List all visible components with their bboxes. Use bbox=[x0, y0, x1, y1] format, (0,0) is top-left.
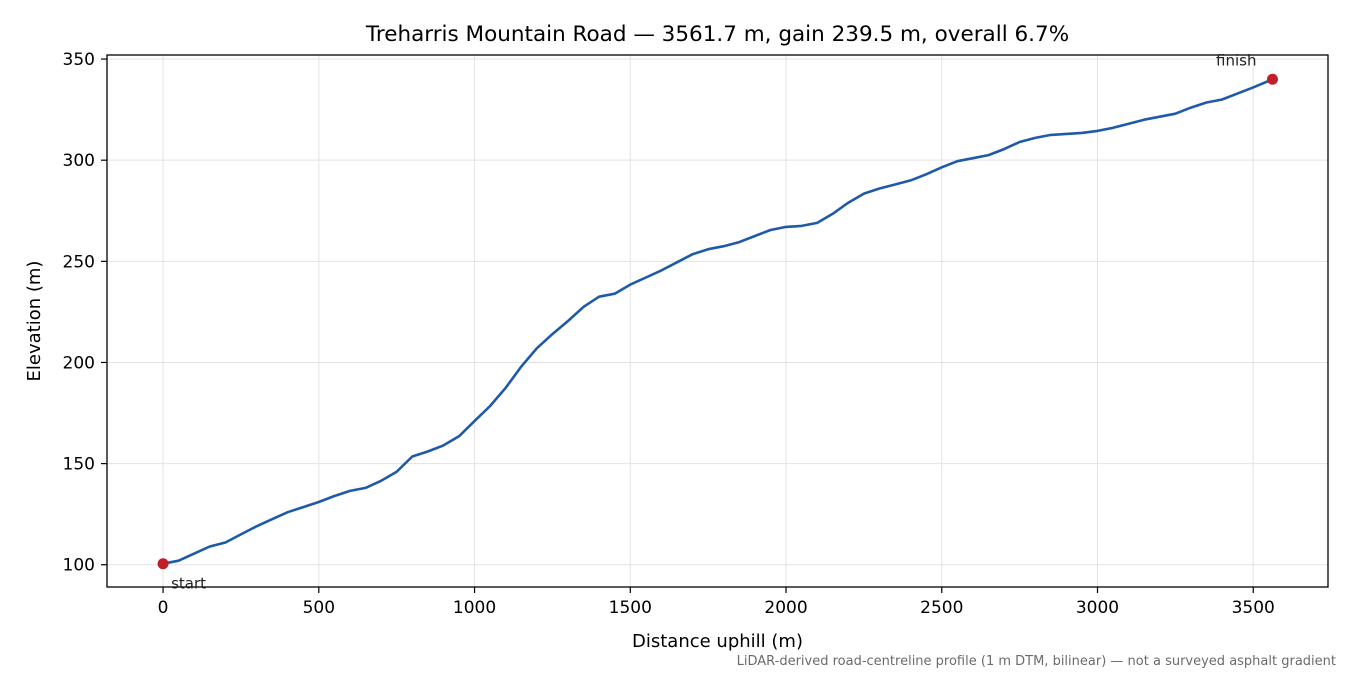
x-tick-label: 1500 bbox=[609, 598, 652, 618]
x-tick-label: 2500 bbox=[920, 598, 963, 618]
finish-label: finish bbox=[1216, 51, 1256, 69]
y-axis-label: Elevation (m) bbox=[24, 261, 45, 382]
y-tick-label: 150 bbox=[63, 455, 95, 475]
x-tick-label: 500 bbox=[303, 598, 335, 618]
chart-title: Treharris Mountain Road — 3561.7 m, gain… bbox=[365, 22, 1069, 47]
x-tick-label: 1000 bbox=[453, 598, 496, 618]
finish-marker bbox=[1266, 73, 1278, 85]
x-axis-label: Distance uphill (m) bbox=[632, 631, 803, 652]
x-tick-label: 3500 bbox=[1232, 598, 1275, 618]
x-tick-label: 3000 bbox=[1076, 598, 1119, 618]
x-tick-label: 2000 bbox=[764, 598, 807, 618]
plot-frame bbox=[106, 54, 1329, 588]
x-tick-label: 0 bbox=[158, 598, 169, 618]
y-tick-label: 200 bbox=[63, 353, 95, 373]
elevation-line bbox=[161, 78, 1274, 566]
y-tick-label: 250 bbox=[63, 252, 95, 272]
grid-lines bbox=[107, 55, 1328, 587]
series-layer bbox=[161, 78, 1274, 566]
start-label: start bbox=[171, 575, 206, 593]
chart-caption: LiDAR-derived road-centreline profile (1… bbox=[737, 654, 1336, 669]
axis-ticks: 0 500 1000 1500 2000 2500 3000 3500 100 150 200 250… bbox=[63, 50, 1275, 618]
y-tick-label: 100 bbox=[63, 556, 95, 576]
y-tick-label: 300 bbox=[63, 151, 95, 171]
start-marker bbox=[157, 558, 169, 570]
annotations: start finish bbox=[157, 51, 1278, 593]
y-tick-label: 350 bbox=[63, 50, 95, 70]
